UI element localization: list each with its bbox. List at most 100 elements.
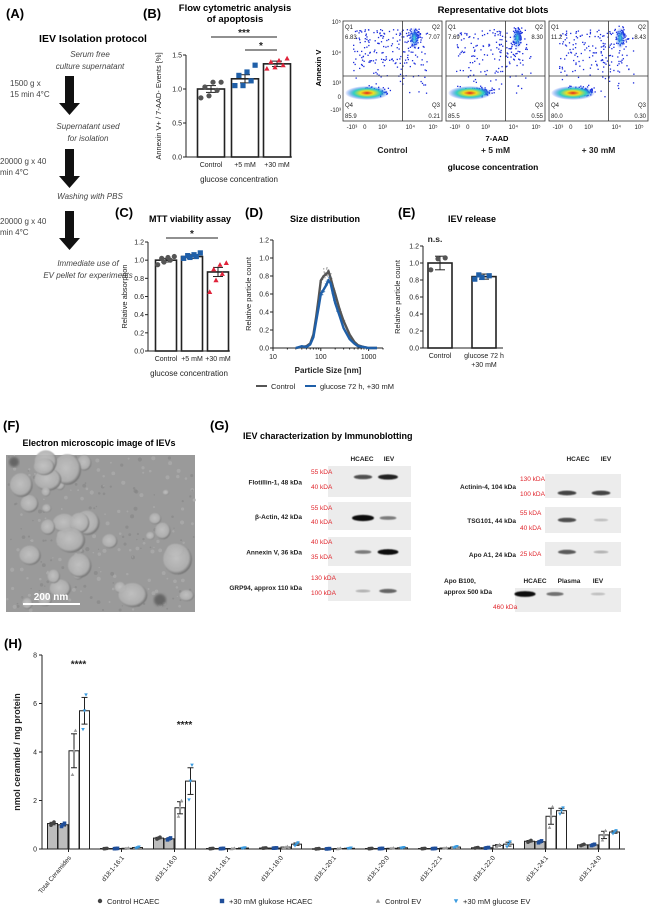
grain [82,483,87,488]
grain [127,457,130,460]
x-tick-label: -10³ [347,125,358,131]
event-dot [391,58,393,60]
grain [135,546,140,551]
data-point [349,846,353,850]
panel-label-g: (G) [210,418,229,433]
event-dot [379,32,381,34]
grain [101,608,105,612]
event-dot [466,33,468,35]
grain [20,596,24,599]
grain [150,549,155,554]
mw-marker: 55 kDA [520,510,542,517]
grain [89,596,93,600]
event-dot [364,53,367,55]
grain [118,532,122,535]
blot-label: GRP94, approx 110 kDa [229,585,302,592]
event-dot [492,32,494,34]
blot-label: Apo B100, [444,578,476,585]
bar [556,810,567,850]
event-dot [392,37,394,39]
mw-marker: 55 kDA [311,505,333,512]
event-dot [499,44,501,46]
event-dot [618,52,620,54]
mw-marker: 35 kDA [311,554,333,561]
event-dot [396,40,399,42]
event-dot [360,30,362,32]
protein-band [593,550,609,554]
data-point [264,846,268,850]
y-tick-label: 0.2 [259,328,269,335]
vesicle [155,522,171,540]
event-dot [369,51,371,54]
grain [104,513,106,516]
data-point [494,844,499,848]
event-dot [365,33,367,35]
event-dot [594,91,596,93]
event-dot [408,32,410,34]
event-dot [572,44,574,46]
y-tick-label: 0.5 [172,121,182,128]
blot-image [545,474,621,498]
y-tick-label: 1.0 [134,258,144,265]
lane-label: HCAEC [566,456,589,463]
grain [128,533,132,537]
event-dot [364,30,366,33]
event-dot [461,50,463,52]
event-dot [617,70,619,72]
data-point [52,820,56,824]
event-dot [617,85,619,87]
event-dot [584,49,586,51]
event-dot [481,30,483,32]
event-dot [476,44,478,47]
event-dot [470,42,472,45]
data-point [81,728,85,732]
event-dot [596,64,598,67]
grain [131,608,135,611]
event-dot [609,54,612,57]
event-dot [522,52,524,55]
data-point [155,262,161,268]
category-label: d18:1-16:1 [101,855,127,884]
blot-label: Annexin V, 36 kDa [246,550,302,557]
event-dot [421,59,423,61]
grain [10,567,15,572]
event-dot [580,85,582,87]
grain [46,580,50,584]
grain [166,607,169,610]
event-dot [372,60,375,62]
event-dot [353,44,355,46]
density-hotspot [615,27,626,49]
event-dot [394,62,396,65]
event-dot [575,30,578,33]
protein-band [378,474,398,480]
event-dot [456,44,459,46]
y-tick-label: 0.8 [259,274,269,281]
grain [21,535,26,540]
blot-image [328,573,411,601]
protocol-spin: 1500 g x [10,79,41,88]
protocol-step: for isolation [68,134,109,143]
blot-image [545,542,621,566]
event-dot [406,35,408,37]
event-dot [368,29,370,31]
event-dot [356,50,359,53]
blot-label: TSG101, 44 kDa [467,518,516,525]
grain [37,518,41,522]
event-dot [509,62,511,65]
grain [142,541,146,545]
event-dot [480,71,482,73]
plot-frame [548,20,649,122]
event-dot [595,60,597,62]
grain [11,586,15,591]
event-dot [597,68,599,70]
mw-marker: 40 kDA [311,539,333,546]
event-dot [362,55,364,58]
grain [44,539,47,542]
event-dot [574,54,576,56]
y-axis-label: Relative absorption [120,264,129,328]
grain [40,560,43,563]
event-dot [377,42,379,44]
grain [131,556,134,558]
protein-band [557,517,577,523]
bar [180,255,204,352]
